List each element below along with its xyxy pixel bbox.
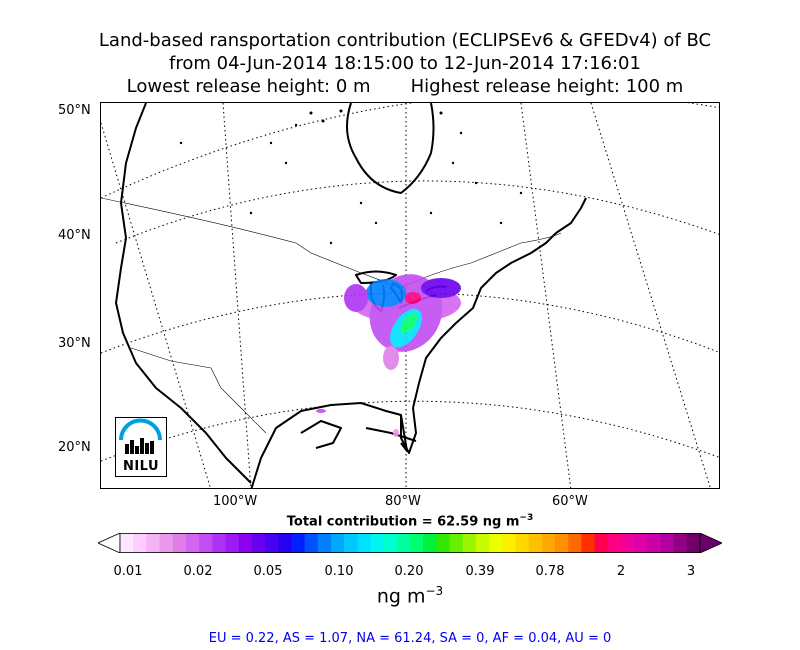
colorbar-segment: [278, 533, 292, 553]
total-contribution-label: Total contribution = 62.59 ng m−3: [286, 513, 534, 530]
colorbar-tick: 0.39: [465, 564, 495, 579]
colorbar-segment: [330, 533, 345, 553]
title-line-2: from 04-Jun-2014 18:15:00 to 12-Jun-2014…: [169, 53, 641, 74]
meridian-60w: [520, 103, 572, 488]
map-frame: [100, 102, 720, 489]
lon-label-100w: 100°W: [213, 494, 258, 509]
lon-label-60w: 60°W: [552, 494, 588, 509]
colorbar-segment: [502, 533, 516, 553]
lat-label-20n: 20°N: [58, 440, 91, 455]
colorbar-segment: [238, 533, 253, 553]
colorbar-segment: [515, 533, 530, 553]
colorbar-segment: [581, 533, 596, 553]
colorbar-segment: [304, 533, 319, 553]
colorbar-tick: 0.20: [394, 564, 424, 579]
colorbar-tick: 0.10: [324, 564, 354, 579]
lon-label-80w: 80°W: [385, 494, 421, 509]
colorbar-tick: 0.05: [253, 564, 283, 579]
parallel-40n: [115, 180, 719, 244]
colorbar-segment: [634, 533, 648, 553]
colorbar-segment: [568, 533, 582, 553]
colorbar-unit-label: ng m−3: [376, 584, 444, 608]
colorbar-segment: [383, 533, 398, 553]
colorbar-segment: [291, 533, 306, 553]
colorbar-tick: 3: [686, 564, 696, 579]
colorbar-over-arrow: [699, 533, 722, 553]
us-mexico-border: [130, 347, 267, 434]
yucatan: [300, 420, 342, 449]
colorbar-segment: [462, 533, 477, 553]
colorbar-segment: [436, 533, 451, 553]
parallel-50n: [101, 103, 719, 199]
colorbar-segment: [317, 533, 332, 553]
colorbar-segment: [686, 533, 701, 553]
colorbar-segment: [607, 533, 622, 553]
meridian-40w: [590, 103, 711, 488]
colorbar-segment: [172, 533, 187, 553]
colorbar-segment: [370, 533, 385, 553]
colorbar: [98, 533, 722, 553]
colorbar-segment: [673, 533, 688, 553]
colorbar-segment: [555, 533, 569, 553]
colorbar-segment: [541, 533, 556, 553]
colorbar-border: [119, 533, 701, 553]
colorbar-segment: [159, 533, 174, 553]
bc-plume: [316, 274, 461, 437]
colorbar-segment: [212, 533, 226, 553]
colorbar-tick: 0.02: [183, 564, 213, 579]
meridian-100w: [222, 103, 252, 488]
nilu-logo: NILU: [115, 417, 167, 477]
colorbar-segment: [146, 533, 161, 553]
colorbar-under-arrow: [98, 533, 121, 553]
colorbar-segment: [251, 533, 266, 553]
colorbar-segment: [594, 533, 609, 553]
colorbar-segment: [133, 533, 147, 553]
lat-label-40n: 40°N: [58, 228, 91, 243]
florida: [400, 414, 408, 452]
lat-label-30n: 30°N: [58, 336, 91, 351]
atlantic-coast: [412, 197, 587, 409]
colorbar-segment: [410, 533, 424, 553]
colorbar-segment: [647, 533, 661, 553]
title-line-3: Lowest release height: 0 m Highest relea…: [126, 76, 684, 97]
lat-label-50n: 50°N: [58, 103, 91, 118]
meridian-120w: [101, 122, 211, 488]
colorbar-segment: [396, 533, 411, 553]
colorbar-segment: [265, 533, 279, 553]
arctic-islands: [179, 109, 523, 245]
cuba: [365, 427, 417, 442]
lake-superior: [355, 270, 397, 284]
colorbar-segment: [620, 533, 635, 553]
nilu-logo-text: NILU: [122, 459, 160, 474]
colorbar-segment: [475, 533, 490, 553]
gulf-coast: [250, 402, 417, 488]
colorbar-segment: [185, 533, 200, 553]
nilu-logo-icon: [119, 418, 162, 454]
title-line-1: Land-based ransportation contribution (E…: [98, 30, 712, 51]
colorbar-segment: [449, 533, 464, 553]
colorbar-segment: [528, 533, 543, 553]
colorbar-segment: [225, 533, 240, 553]
colorbar-tick: 0.01: [113, 564, 143, 579]
parallel-20n: [101, 400, 719, 462]
colorbar-segment: [120, 533, 134, 553]
colorbar-segment: [489, 533, 503, 553]
regional-contributions-footer: EU = 0.22, AS = 1.07, NA = 61.24, SA = 0…: [208, 631, 612, 646]
colorbar-segment: [423, 533, 437, 553]
pacific-coast: [115, 103, 252, 484]
colorbar-tick: 0.78: [535, 564, 565, 579]
colorbar-segment: [344, 533, 358, 553]
colorbar-segment: [660, 533, 675, 553]
colorbar-tick: 2: [616, 564, 626, 579]
colorbar-segment: [357, 533, 371, 553]
colorbar-segment: [199, 533, 213, 553]
map-canvas: [101, 103, 719, 488]
hudson-bay: [346, 103, 435, 194]
